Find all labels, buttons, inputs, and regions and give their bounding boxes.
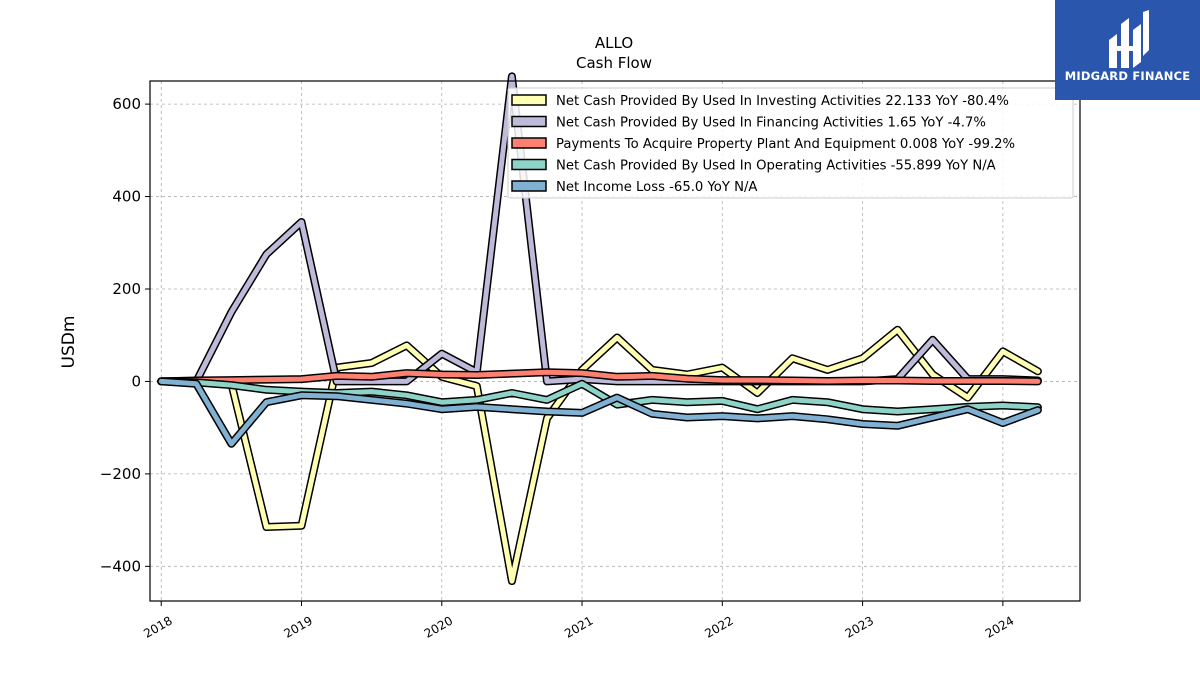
series-5 [157, 377, 1042, 448]
legend-swatch [511, 94, 547, 106]
legend-label: Payments To Acquire Property Plant And E… [556, 137, 1015, 152]
series-line [158, 378, 1041, 447]
y-tick-label: 0 [131, 372, 141, 390]
y-axis-label: USDm [59, 316, 79, 369]
plot-frame [149, 80, 1081, 602]
y-tick-label: 200 [112, 280, 141, 298]
legend-label: Net Cash Provided By Used In Investing A… [556, 94, 1009, 109]
legend-box [507, 87, 1074, 199]
legend: Net Cash Provided By Used In Investing A… [507, 87, 1074, 199]
y-tick-label: −400 [100, 557, 141, 575]
legend-swatch [511, 115, 547, 128]
x-tick-label: 2024 [983, 613, 1016, 640]
chart-subtitle: Cash Flow [576, 54, 652, 72]
y-tick-label: −200 [100, 465, 141, 483]
x-tick-label: 2021 [562, 613, 595, 640]
legend-label: Net Cash Provided By Used In Financing A… [556, 116, 986, 131]
x-tick-label: 2022 [702, 613, 735, 640]
logo-text: MIDGARD FINANCE [1064, 69, 1191, 83]
x-tick-label: 2019 [282, 613, 315, 640]
legend-swatch [511, 158, 547, 171]
series-layer [157, 72, 1042, 586]
legend-label: Net Cash Provided By Used In Operating A… [556, 159, 996, 174]
midgard-logo-icon [1109, 10, 1149, 68]
series-3 [157, 368, 1042, 386]
y-tick-label: 600 [112, 95, 141, 113]
series-line [158, 327, 1041, 584]
series-1 [157, 325, 1042, 586]
midgard-finance-logo: MIDGARD FINANCE [1055, 0, 1200, 100]
legend-swatch [511, 180, 547, 192]
x-tick-label: 2018 [141, 613, 174, 640]
legend-swatch [511, 137, 547, 149]
series-line [158, 369, 1041, 384]
x-tick-label: 2020 [422, 613, 455, 640]
x-tick-label: 2023 [843, 613, 876, 640]
y-tick-label: 400 [112, 188, 141, 206]
legend-label: Net Income Loss -65.0 YoY N/A [556, 180, 757, 195]
chart-title: ALLO [595, 34, 633, 52]
